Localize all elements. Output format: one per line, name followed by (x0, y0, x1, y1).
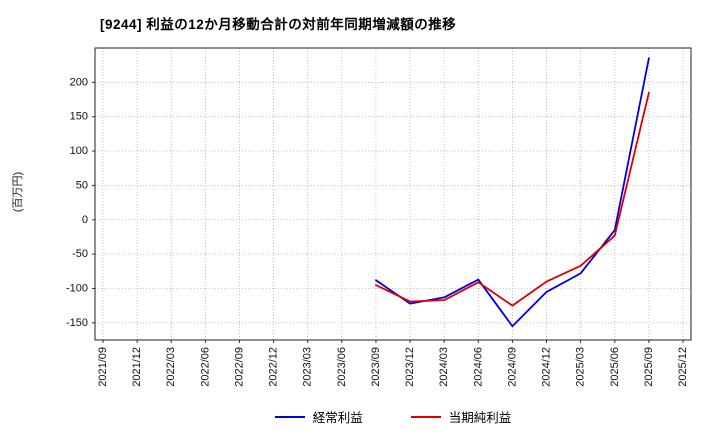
x-tick-label: 2025/03 (575, 347, 587, 387)
series-line-1 (375, 91, 650, 307)
y-tick-label: -100 (66, 282, 88, 294)
x-tick-label: 2021/12 (131, 347, 143, 387)
x-tick-label: 2022/06 (199, 347, 211, 387)
legend-label: 経常利益 (312, 411, 363, 425)
x-tick-label: 2024/12 (541, 347, 553, 387)
legend-line-swatch (410, 415, 441, 418)
line-chart: 200 150 100 50 0 -50 -100 -150 2021/09 2021/12 202… (66, 47, 692, 387)
x-tick-label: 2023/03 (302, 347, 314, 387)
y-tick-label: -50 (72, 248, 88, 260)
x-tick-label: 2023/06 (336, 347, 348, 387)
x-tick-label: 2022/12 (268, 347, 280, 387)
legend-item: 当期純利益 (410, 407, 512, 426)
y-tick-label: 100 (70, 145, 88, 157)
chart-legend: 経常利益 当期純利益 (95, 407, 691, 426)
x-tick-label: 2025/09 (643, 347, 655, 387)
x-tick-label: 2022/09 (233, 347, 245, 387)
y-tick-label: -150 (66, 317, 88, 329)
y-tick-label: 50 (76, 179, 88, 191)
legend-item: 経常利益 (274, 407, 363, 426)
x-tick-label: 2025/12 (677, 347, 689, 387)
x-tick-label: 2022/03 (165, 347, 177, 387)
x-tick-label: 2021/09 (97, 347, 109, 387)
x-tick-label: 2024/03 (438, 347, 450, 387)
y-axis-label: (百万円) (12, 171, 24, 213)
x-tick-label: 2023/12 (404, 347, 416, 387)
y-tick-label: 150 (70, 111, 88, 123)
legend-line-swatch (274, 415, 305, 418)
x-tick-label: 2023/09 (370, 347, 382, 387)
chart-title: [9244] 利益の12か月移動合計の対前年同期増減額の推移 (100, 17, 457, 32)
legend-label: 当期純利益 (448, 411, 512, 425)
y-tick-label: 200 (70, 76, 88, 88)
x-tick-label: 2024/06 (472, 347, 484, 387)
x-tick-label: 2025/06 (609, 347, 621, 387)
x-tick-label: 2024/09 (506, 347, 518, 387)
y-tick-label: 0 (82, 214, 88, 226)
plot-frame (94, 47, 692, 341)
